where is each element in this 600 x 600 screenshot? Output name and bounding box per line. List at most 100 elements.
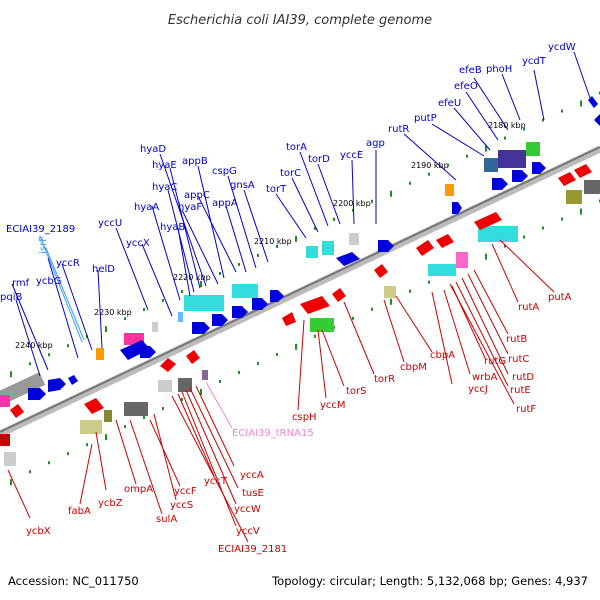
tick-mark [504,136,506,140]
gene-label-yccR[interactable]: yccR [56,258,80,269]
tick-mark [428,172,430,176]
gene-label-hyaA[interactable]: hyaA [134,202,159,213]
gene-label-hyaD[interactable]: hyaD [140,144,166,155]
gene-label-efeB[interactable]: efeB [459,65,482,76]
tick-mark [86,443,88,447]
feature-arrow [574,164,592,178]
tick-mark [580,208,582,215]
gene-label-ECIAI39_2189[interactable]: ECIAI39_2189 [6,224,75,235]
gene-label-ycbG[interactable]: ycbG [36,276,62,287]
scale-tick-label-2180: 2180 kbp [488,121,526,130]
gene-label-efeU[interactable]: efeU [438,98,461,109]
gene-label-yccS[interactable]: yccS [170,500,193,511]
tick-mark [352,316,354,320]
gene-label-yccA[interactable]: yccA [240,470,264,481]
gene-label-torC[interactable]: torC [280,168,301,179]
gene-label-cspG[interactable]: cspG [212,166,237,177]
gene-label-cbpM[interactable]: cbpM [400,362,427,373]
feature-arrow [68,375,78,385]
gene-label-torS[interactable]: torS [346,386,367,397]
gene-label-rutA[interactable]: rutA [518,302,539,313]
gene-label-putP[interactable]: putP [414,113,437,124]
feature-arrow [28,388,46,400]
feature-block [484,158,498,172]
gene-label-hyaF[interactable]: hyaF [178,202,202,213]
tick-mark [542,226,544,230]
gene-label-yccW[interactable]: yccW [234,504,261,515]
tick-mark [10,371,12,378]
rna-label-isrF[interactable]: isrF [38,236,49,254]
gene-label-cspH[interactable]: cspH [292,412,317,423]
gene-label-rutC[interactable]: rutC [508,354,529,365]
tick-mark [561,217,563,221]
gene-label-pqiB[interactable]: pqiB [0,292,22,303]
gene-label-cbpA[interactable]: cbpA [430,350,455,361]
gene-label-ompA[interactable]: ompA [124,484,153,495]
feature-arrow [416,240,434,256]
gene-label-torR[interactable]: torR [374,374,395,385]
gene-label-rutD[interactable]: rutD [512,372,534,383]
tick-mark [523,127,525,131]
gene-label-sulA[interactable]: sulA [156,514,177,525]
gene-label-gnsA[interactable]: gnsA [230,180,255,191]
gene-label-agp[interactable]: agp [366,138,385,149]
gene-label-rutB[interactable]: rutB [506,334,527,345]
feature-block [445,184,454,196]
gene-label-hyaC[interactable]: hyaC [152,182,177,193]
feature-block [178,378,192,392]
gene-label-helD[interactable]: helD [92,264,115,275]
gene-label-ycbX[interactable]: ycbX [26,526,51,537]
gene-label-phoH[interactable]: phoH [486,64,512,75]
scale-tick-label-2190: 2190 kbp [411,161,449,170]
gene-label-torD[interactable]: torD [308,154,330,165]
gene-label-rmf[interactable]: rmf [12,278,30,289]
feature-block [124,402,148,416]
gene-label-ycdT[interactable]: ycdT [522,56,547,67]
minus-strand-features [0,164,600,466]
minus-strand-labels: putA rutA rutB rutC rutG rutD rutE wrbA … [26,292,572,555]
gene-label-rutG[interactable]: rutG [484,356,506,367]
gene-label-appA[interactable]: appA [212,198,238,209]
feature-arrow [84,398,104,414]
gene-label-yccT[interactable]: yccT [204,476,228,487]
tick-mark [181,398,183,402]
gene-label-wrbA[interactable]: wrbA [472,372,498,383]
feature-block [178,312,183,322]
tick-mark [181,290,183,294]
tick-mark [200,281,202,287]
gene-label-yccM[interactable]: yccM [320,400,346,411]
gene-label-ycbZ[interactable]: ycbZ [98,498,123,509]
tick-mark [295,343,297,350]
gene-label-efeO[interactable]: efeO [454,81,478,92]
gene-label-putA[interactable]: putA [548,292,572,303]
gene-label-yccJ[interactable]: yccJ [468,384,488,395]
gene-label-torT[interactable]: torT [266,184,287,195]
gene-label-torA[interactable]: torA [286,142,307,153]
gene-label-ycdW[interactable]: ycdW [548,42,576,53]
gene-label-appC[interactable]: appC [184,190,210,201]
feature-block [158,380,172,392]
tick-mark [124,317,126,321]
gene-label-yccF[interactable]: yccF [174,486,197,497]
gene-label-yccE[interactable]: yccE [340,150,363,161]
scale-tick-label-2220: 2220 kbp [173,273,211,282]
gene-label-yccU[interactable]: yccU [98,218,122,229]
gene-label-rutF[interactable]: rutF [516,404,536,415]
gene-label-hyaE[interactable]: hyaE [152,160,177,171]
tick-mark [295,235,297,242]
gene-label-hyaB[interactable]: hyaB [160,222,185,233]
feature-arrow [452,202,462,214]
gene-label-rutR[interactable]: rutR [388,124,409,135]
scale-tick-label-2200: 2200 kbp [333,199,371,208]
gene-label-ECIAI39_2181[interactable]: ECIAI39_2181 [218,544,287,555]
feature-block [0,372,46,404]
trna-label-ECIAI39_tRNA15[interactable]: ECIAI39_tRNA15 [232,428,314,439]
gene-label-rutE[interactable]: rutE [510,385,531,396]
gene-label-fabA[interactable]: fabA [68,506,91,517]
gene-label-appB[interactable]: appB [182,156,208,167]
gene-label-yccV[interactable]: yccV [236,526,260,537]
feature-arrow [474,212,502,230]
gene-label-tusE[interactable]: tusE [242,488,264,499]
gene-label-yccX[interactable]: yccX [126,238,150,249]
feature-arrow [160,358,176,372]
